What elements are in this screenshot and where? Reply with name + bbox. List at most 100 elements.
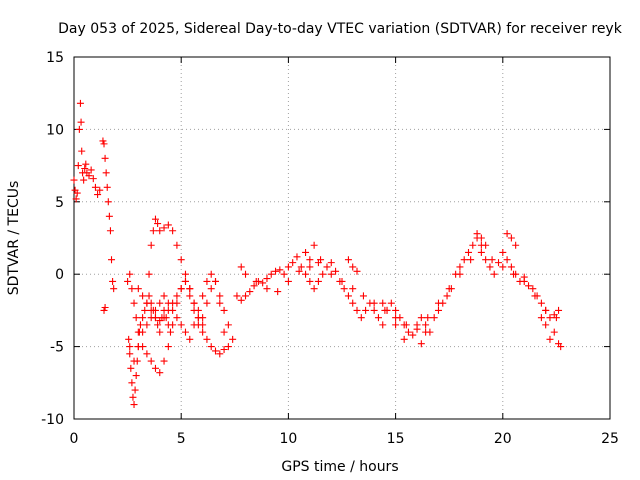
data-point — [177, 285, 185, 293]
data-point — [220, 345, 228, 353]
data-point — [546, 314, 554, 322]
data-point — [177, 321, 185, 329]
data-point — [164, 343, 172, 351]
data-point — [413, 325, 421, 333]
x-tick-label: 15 — [387, 431, 405, 447]
data-point — [106, 227, 114, 235]
data-point — [181, 270, 189, 278]
data-point — [207, 285, 215, 293]
data-point — [186, 285, 194, 293]
data-point — [74, 162, 82, 170]
data-point — [82, 160, 90, 168]
data-point — [139, 314, 147, 322]
data-point — [542, 321, 550, 329]
data-point — [306, 277, 314, 285]
data-point — [374, 314, 382, 322]
data-point — [237, 296, 245, 304]
data-point — [284, 277, 292, 285]
data-point — [173, 314, 181, 322]
y-tick-label: -5 — [50, 340, 64, 356]
data-point — [203, 277, 211, 285]
data-point — [302, 270, 310, 278]
data-point — [207, 343, 215, 351]
data-point — [473, 230, 481, 238]
data-point — [169, 227, 177, 235]
data-point — [102, 169, 110, 177]
data-point — [132, 314, 140, 322]
data-point — [252, 277, 260, 285]
data-point — [199, 328, 207, 336]
data-point — [77, 118, 85, 126]
data-point — [409, 331, 417, 339]
data-point — [147, 306, 155, 314]
data-point — [127, 364, 135, 372]
x-tick-label: 25 — [601, 431, 619, 447]
data-point — [131, 386, 139, 394]
data-point — [280, 270, 288, 278]
data-point — [105, 212, 113, 220]
data-point — [293, 253, 301, 261]
data-point — [70, 176, 78, 184]
data-point — [145, 292, 153, 300]
data-point — [306, 256, 314, 264]
data-point — [295, 267, 303, 275]
x-axis-label: GPS time / hours — [281, 459, 398, 475]
data-point — [160, 224, 168, 232]
data-point — [383, 306, 391, 314]
data-point — [445, 285, 453, 293]
data-point — [126, 350, 134, 358]
data-point — [151, 364, 159, 372]
data-point — [156, 328, 164, 336]
data-point — [392, 321, 400, 329]
data-point — [220, 306, 228, 314]
data-point — [233, 292, 241, 300]
data-point — [160, 357, 168, 365]
data-point — [349, 299, 357, 307]
data-point — [267, 270, 275, 278]
data-point — [490, 270, 498, 278]
data-point — [237, 263, 245, 271]
data-point — [199, 292, 207, 300]
data-point — [482, 256, 490, 264]
data-point — [362, 306, 370, 314]
data-point — [477, 234, 485, 242]
data-point — [134, 285, 142, 293]
data-point — [160, 314, 168, 322]
data-point — [224, 321, 232, 329]
data-point — [108, 256, 116, 264]
y-tick-label: 15 — [46, 50, 64, 66]
data-point — [555, 306, 563, 314]
data-point — [78, 147, 86, 155]
y-tick-label: 10 — [46, 122, 64, 138]
data-point — [379, 299, 387, 307]
data-point — [417, 340, 425, 348]
data-point — [126, 270, 134, 278]
data-point — [186, 292, 194, 300]
data-point — [242, 292, 250, 300]
data-point — [129, 393, 137, 401]
data-point — [443, 292, 451, 300]
data-point — [166, 328, 174, 336]
data-point — [353, 306, 361, 314]
data-point — [216, 292, 224, 300]
data-point — [422, 328, 430, 336]
data-point — [143, 299, 151, 307]
data-point — [323, 263, 331, 271]
plot-area-border — [73, 56, 611, 420]
data-point — [96, 186, 104, 194]
data-point — [81, 164, 89, 172]
data-point — [503, 256, 511, 264]
data-point — [482, 241, 490, 249]
data-point — [353, 267, 361, 275]
data-point — [246, 288, 254, 296]
data-point — [477, 248, 485, 256]
data-point — [392, 314, 400, 322]
data-point — [160, 292, 168, 300]
data-point — [510, 270, 518, 278]
data-point — [212, 347, 220, 355]
y-tick-label: 0 — [55, 267, 64, 283]
data-point — [101, 304, 109, 312]
data-point — [128, 379, 136, 387]
